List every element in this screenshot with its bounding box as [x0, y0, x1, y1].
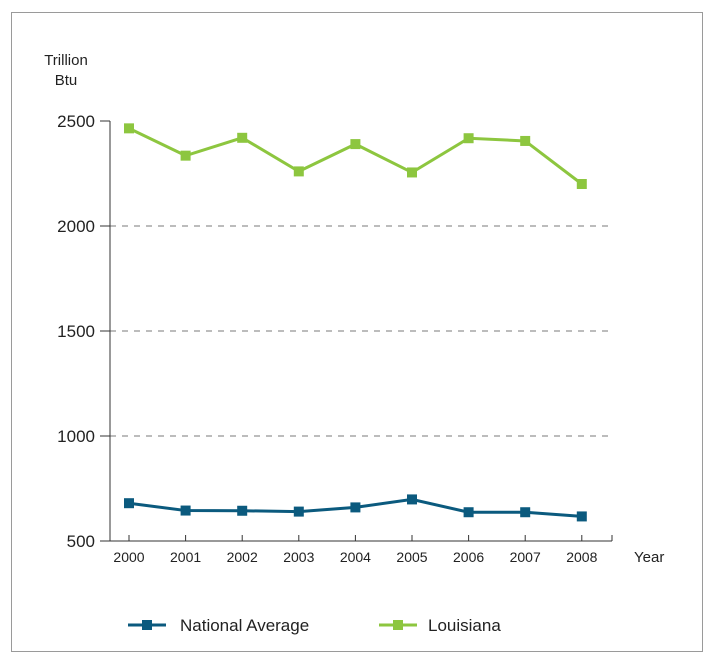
y-axis-title-line: Trillion	[44, 52, 88, 69]
y-tick-label: 1000	[57, 427, 95, 446]
legend-marker	[393, 620, 403, 630]
series-lines	[124, 123, 587, 522]
data-point	[293, 166, 304, 177]
y-tick-label: 500	[67, 532, 95, 551]
x-tick-label: 2007	[510, 549, 541, 565]
series-line	[128, 126, 583, 186]
x-tick-labels: 2000 2001 2002 2003 2004 2005 2006 2007 2008	[113, 549, 597, 565]
legend-item: Louisiana	[379, 616, 501, 635]
x-axis-title: Year	[634, 549, 664, 566]
data-point	[124, 123, 134, 134]
x-tick-label: 2002	[227, 549, 258, 565]
y-tick-label: 1500	[57, 322, 95, 341]
data-point	[237, 132, 248, 143]
legend: National Average Louisiana	[128, 616, 501, 635]
data-point	[463, 133, 474, 144]
x-tick-label: 2008	[566, 549, 597, 565]
x-tick-label: 2005	[396, 549, 427, 565]
data-point	[463, 507, 474, 518]
y-tick-label: 2000	[57, 217, 95, 236]
data-point	[293, 506, 304, 517]
data-point	[124, 498, 134, 509]
data-point	[407, 167, 417, 178]
legend-label: National Average	[180, 616, 309, 635]
x-tick-label: 2003	[283, 549, 314, 565]
data-point	[520, 507, 531, 518]
y-axis-title: Trillion Btu	[44, 52, 88, 89]
series-2	[124, 123, 587, 189]
x-tick-label: 2006	[453, 549, 484, 565]
y-tick-labels: 500 1000 1500 2000 2500	[57, 112, 95, 551]
data-point	[350, 502, 361, 513]
chart-frame	[11, 12, 703, 652]
legend-marker	[142, 620, 152, 630]
y-axis-title-line: Btu	[55, 72, 78, 89]
x-tick-label: 2001	[170, 549, 201, 565]
x-tick-label: 2004	[340, 549, 371, 565]
data-point	[237, 505, 248, 516]
axes	[100, 120, 613, 542]
data-point	[350, 139, 361, 150]
data-point	[407, 494, 417, 505]
y-tick-label: 2500	[57, 112, 95, 131]
data-point	[576, 511, 587, 522]
data-point	[180, 150, 191, 161]
data-point	[180, 505, 191, 516]
legend-item: National Average	[128, 616, 309, 635]
legend-label: Louisiana	[428, 616, 501, 635]
data-point	[576, 179, 587, 189]
x-tick-label: 2000	[113, 549, 144, 565]
data-point	[520, 135, 531, 146]
series-1	[124, 494, 587, 522]
gridlines	[110, 225, 612, 437]
